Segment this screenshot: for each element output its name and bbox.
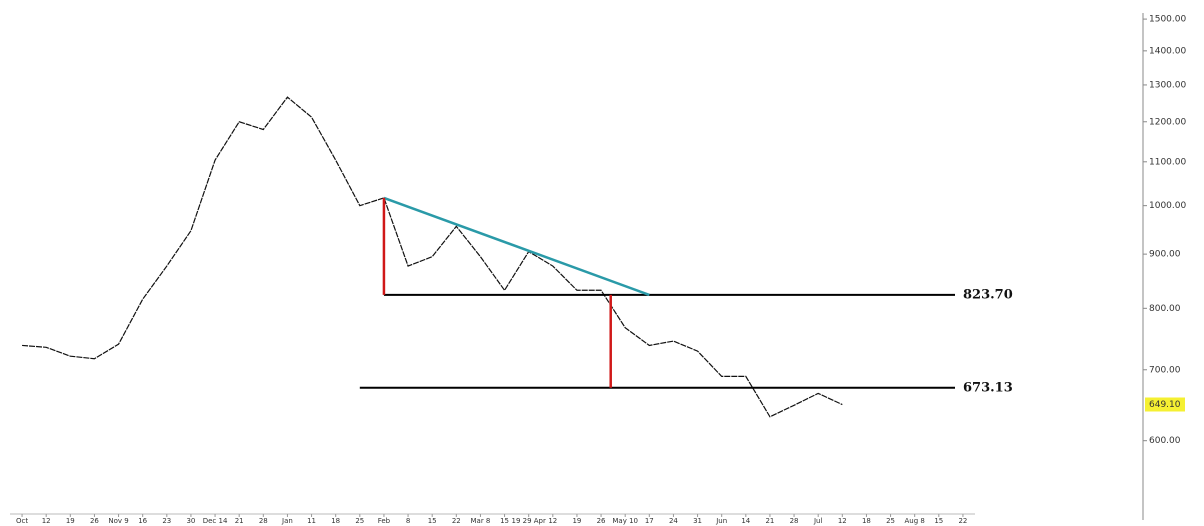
x-tick-label: 24 [669, 517, 678, 525]
x-tick-label: 19 [572, 517, 581, 525]
x-tick-label: 31 [693, 517, 702, 525]
x-tick-label: Nov 9 [108, 517, 128, 525]
y-tick-label: 600.00 [1149, 436, 1181, 446]
y-tick-label: 1400.00 [1149, 46, 1186, 56]
x-tick-label: 18 [331, 517, 340, 525]
last-price-label: 649.10 [1149, 400, 1181, 410]
x-tick-label: 22 [958, 517, 967, 525]
x-tick-label: 28 [259, 517, 268, 525]
x-tick-label: May 10 [612, 517, 638, 525]
x-tick-label: Mar 8 [470, 517, 490, 525]
x-tick-label: 23 [162, 517, 171, 525]
x-tick-label: 15 [500, 517, 509, 525]
x-tick-label: 17 [645, 517, 654, 525]
x-tick-label: 19 [66, 517, 75, 525]
x-tick-label: 12 [42, 517, 51, 525]
y-tick-label: 1000.00 [1149, 201, 1186, 211]
x-tick-label: 14 [741, 517, 750, 525]
x-tick-label: 26 [90, 517, 99, 525]
last-price-tag [1145, 397, 1185, 412]
x-tick-label: 28 [790, 517, 799, 525]
x-tick-label: 15 [934, 517, 943, 525]
x-tick-label: 21 [235, 517, 244, 525]
x-tick-label: Feb [378, 517, 391, 525]
x-tick-label: Aug 8 [905, 517, 925, 525]
x-tick-label: 25 [355, 517, 364, 525]
x-tick-label: 12 [548, 517, 557, 525]
y-tick-label: 1300.00 [1149, 80, 1186, 90]
x-tick-label: Dec 14 [203, 517, 228, 525]
x-tick-label: Jun [715, 517, 727, 525]
y-tick-label: 1100.00 [1149, 157, 1186, 167]
x-tick-label: 25 [886, 517, 895, 525]
x-tick-label: 22 [452, 517, 461, 525]
y-tick-label: 700.00 [1149, 365, 1181, 375]
x-tick-label: 30 [186, 517, 195, 525]
x-tick-label: 12 [838, 517, 847, 525]
x-tick-label: 15 [428, 517, 437, 525]
trendline [383, 196, 650, 297]
x-tick-label: Jul [813, 517, 823, 525]
y-tick-label: 1200.00 [1149, 117, 1186, 127]
y-tick-label: 1500.00 [1149, 15, 1186, 25]
x-tick-label: Oct [16, 517, 28, 525]
y-tick-label: 900.00 [1149, 250, 1181, 260]
level-label: 823.70 [963, 287, 1013, 302]
x-tick-label: 11 [307, 517, 316, 525]
x-tick-label: 16 [138, 517, 147, 525]
x-tick-label: 19 29 Apr [512, 517, 546, 525]
level-label: 673.13 [963, 380, 1013, 395]
y-tick-label: 800.00 [1149, 304, 1181, 314]
price-line [22, 96, 843, 418]
x-tick-label: 21 [765, 517, 774, 525]
x-tick-label: 18 [862, 517, 871, 525]
x-tick-label: Jan [281, 517, 293, 525]
x-tick-label: 8 [406, 517, 410, 525]
x-tick-label: 26 [597, 517, 606, 525]
